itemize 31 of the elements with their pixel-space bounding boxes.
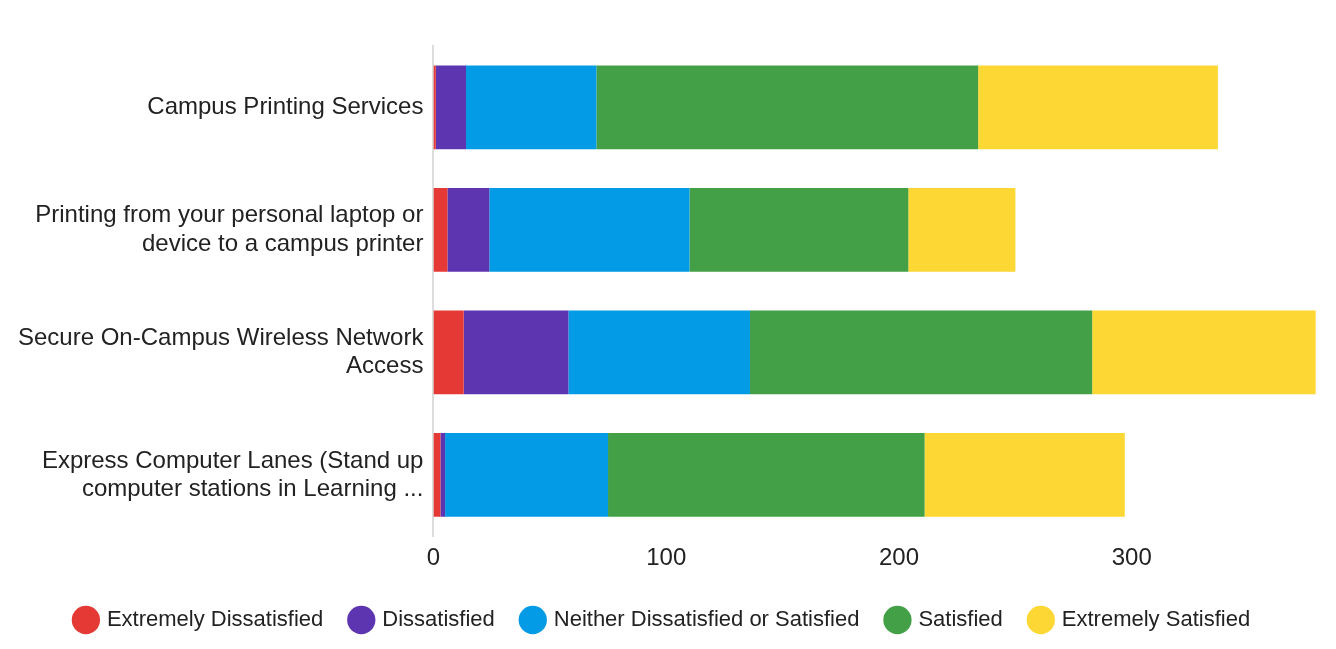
y-tick-label: Express Computer Lanes (Stand up computer stations in Learning ... [41, 445, 424, 501]
legend-label: Satisfied [918, 606, 1003, 632]
bar [440, 433, 446, 517]
bar [489, 187, 690, 272]
bar [924, 433, 1125, 517]
bar [466, 65, 597, 150]
bar [1092, 310, 1316, 395]
bar [447, 187, 490, 272]
bar [433, 310, 464, 395]
legend-label: Dissatisfied [382, 606, 495, 632]
bar [750, 310, 1093, 395]
bar [608, 433, 925, 517]
bar [568, 310, 751, 395]
x-tick-label: 300 [1111, 543, 1152, 571]
bar [596, 65, 979, 150]
bar [978, 65, 1218, 150]
legend-label: Extremely Satisfied [1061, 606, 1251, 632]
legend-label: Neither Dissatisfied or Satisfied [553, 606, 860, 632]
y-tick-label: Secure On-Campus Wireless Network Access [17, 322, 425, 379]
bar [433, 187, 448, 272]
y-tick-label: Printing from your personal laptop or device to a campus printer [35, 200, 424, 256]
bar [463, 310, 569, 395]
bar [445, 433, 609, 517]
bar [435, 65, 467, 150]
legend-label: Extremely Dissatisfied [106, 606, 324, 632]
x-tick-label: 200 [878, 543, 920, 571]
x-tick-label: 0 [426, 543, 441, 571]
bar [908, 187, 1016, 272]
x-tick-label: 100 [646, 543, 687, 571]
bar [689, 187, 909, 272]
y-tick-label: Campus Printing Services [147, 91, 424, 119]
